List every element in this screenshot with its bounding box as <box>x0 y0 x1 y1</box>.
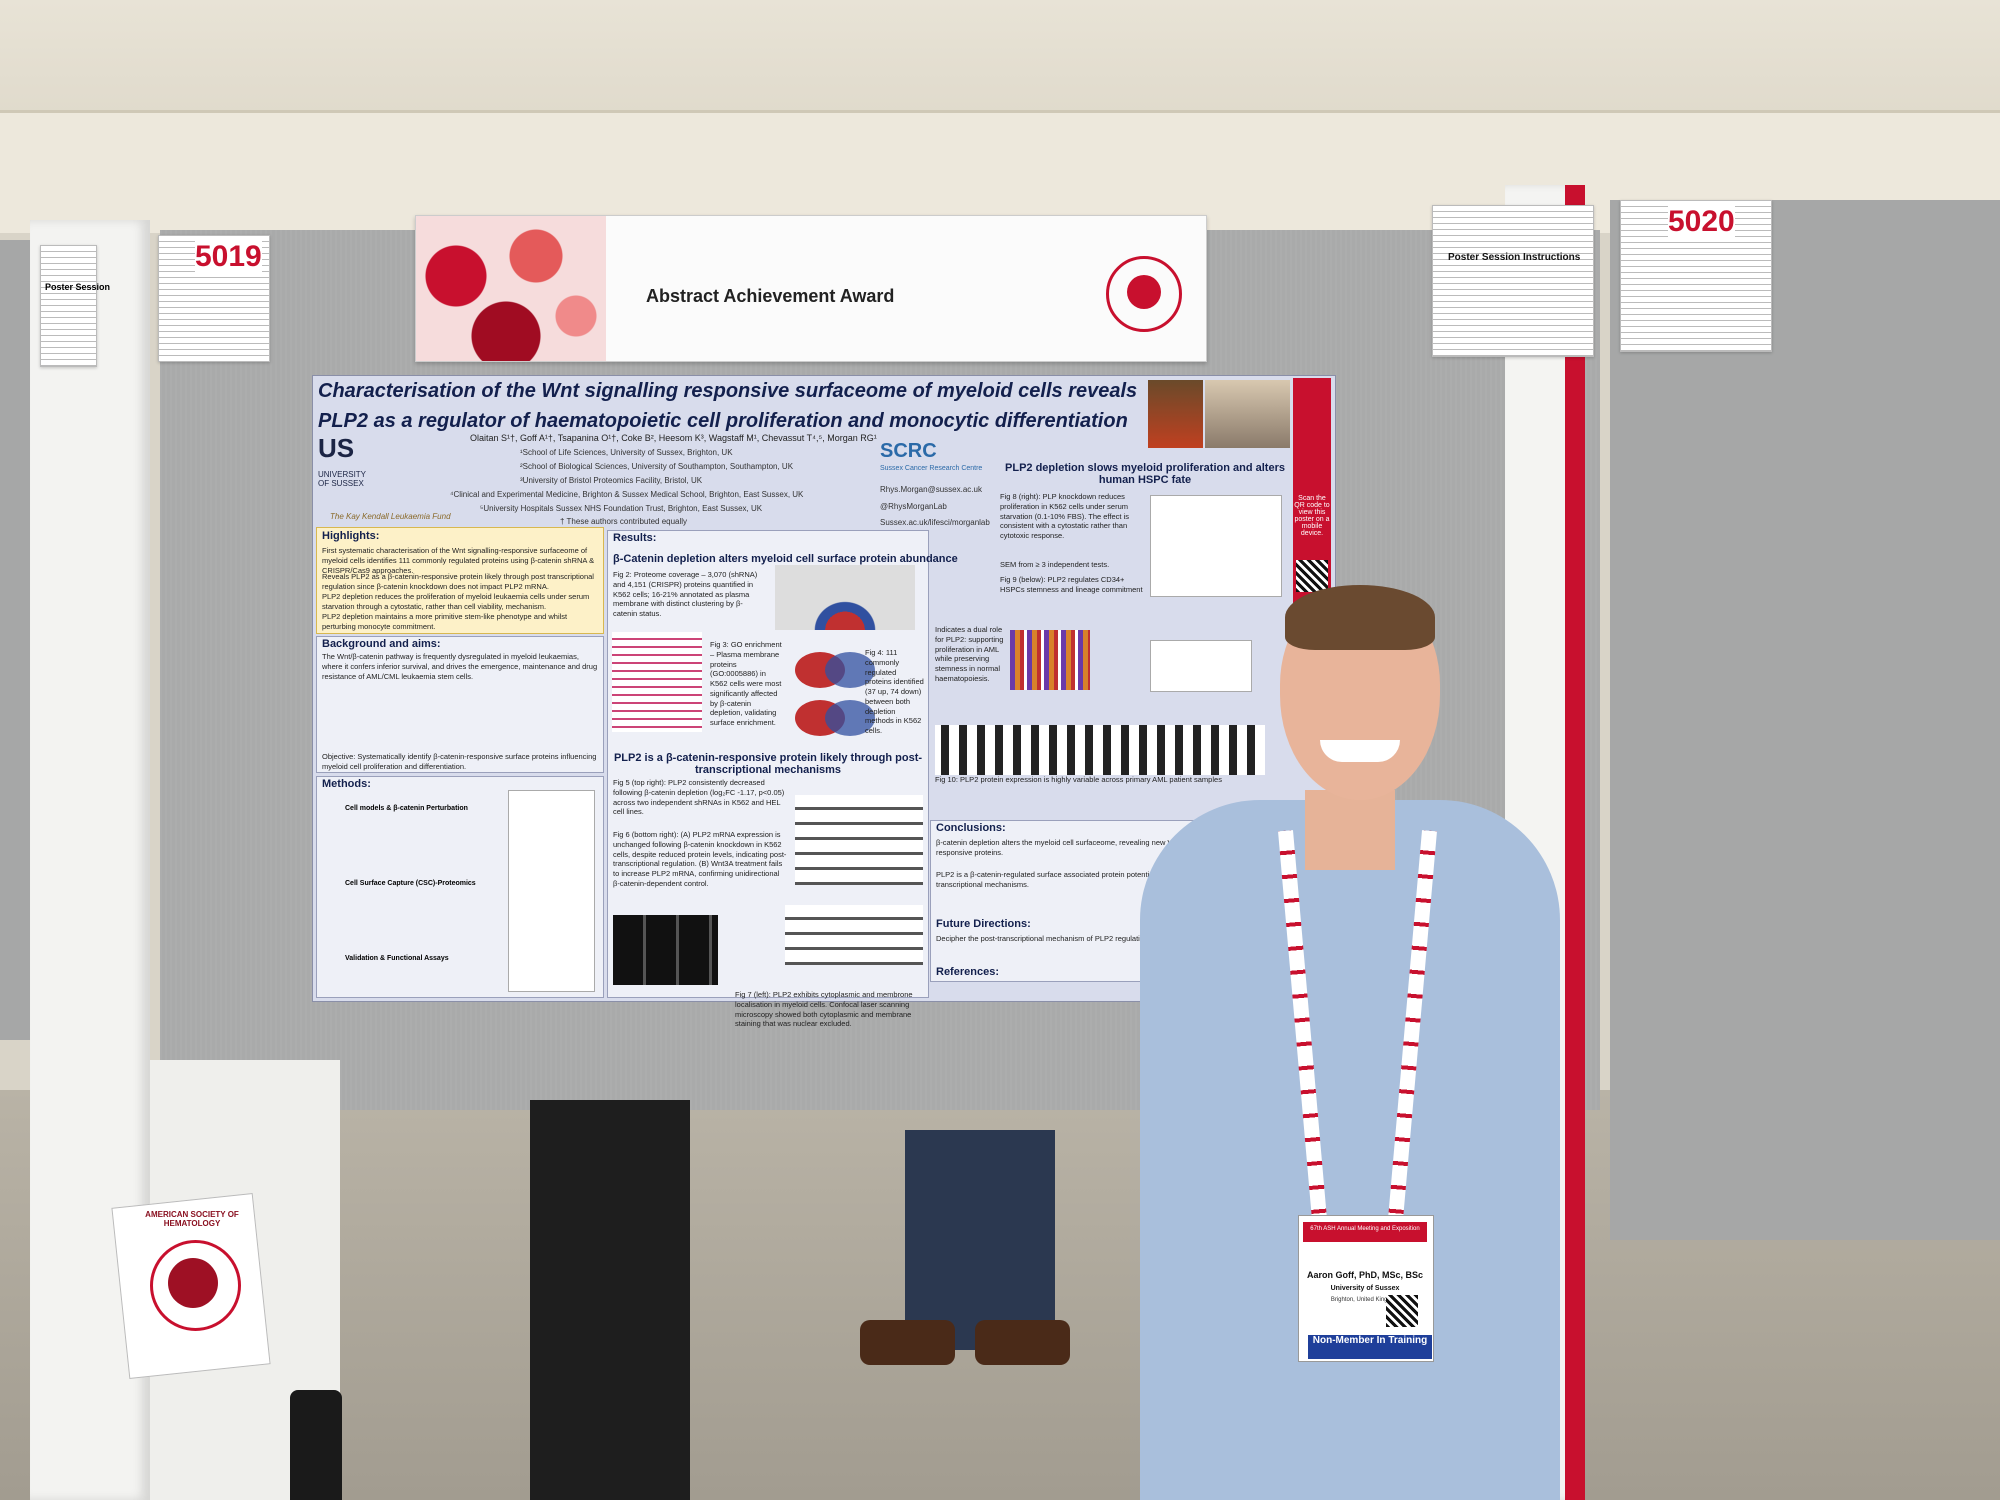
highlight-item: PLP2 depletion reduces the proliferation… <box>322 592 590 611</box>
author-photo <box>1148 380 1203 448</box>
future-item: Decipher the post-transcriptional mechan… <box>936 934 1151 943</box>
fig7-caption: Fig 7 (left): PLP2 exhibits cytoplasmic … <box>735 990 913 1029</box>
ash-logo-icon <box>1106 256 1182 332</box>
presenter-shirt <box>1140 800 1560 1500</box>
qr-instructions: Scan the QR code to view this poster on … <box>1294 495 1330 537</box>
award-banner: Abstract Achievement Award <box>415 215 1207 362</box>
board-number-5020: 5020 <box>1668 205 1735 239</box>
results-subheading: β-Catenin depletion alters myeloid cell … <box>613 553 958 565</box>
method-step: Validation & Functional Assays <box>345 955 449 962</box>
badge-status: Non-Member In Training <box>1308 1335 1432 1359</box>
fig2-caption: Fig 2: Proteome coverage – 3,070 (shRNA)… <box>613 570 758 618</box>
affiliation: ¹School of Life Sciences, University of … <box>520 448 733 457</box>
ash-sign-text: AMERICAN SOCIETY OF HEMATOLOGY <box>145 1210 239 1228</box>
venn-circle <box>825 700 875 736</box>
presenter-hair <box>1285 585 1435 650</box>
badge-header <box>1303 1222 1427 1242</box>
fig3-caption: Fig 3: GO enrichment – Plasma membrane p… <box>710 640 782 727</box>
conclusion-item: β-catenin depletion alters the myeloid c… <box>936 838 1215 857</box>
qr-code-icon <box>1296 560 1328 592</box>
conclusions-heading: Conclusions: <box>936 822 1006 834</box>
award-title: Abstract Achievement Award <box>646 286 895 306</box>
badge-location: Brighton, United Kingdom <box>1330 1297 1400 1303</box>
go-bar-figure <box>612 632 702 732</box>
contact-email: Rhys.Morgan@sussex.ac.uk <box>880 485 982 494</box>
background-person-legs <box>905 1130 1055 1350</box>
proliferation-line-plots <box>1150 495 1282 597</box>
contact-social: @RhysMorganLab <box>880 502 947 511</box>
water-bottle <box>290 1390 342 1500</box>
scrc-logo: SCRC <box>880 440 937 462</box>
future-heading: Future Directions: <box>936 918 1031 930</box>
aml-patient-blot <box>935 725 1265 775</box>
highlight-item: PLP2 depletion maintains a more primitiv… <box>322 612 568 631</box>
plp2-heading: PLP2 depletion slows myeloid proliferati… <box>1005 462 1285 486</box>
university-logo: US <box>318 433 355 463</box>
background-heading: Background and aims: <box>322 638 441 650</box>
fig6-caption: Fig 6 (bottom right): (A) PLP2 mRNA expr… <box>613 830 787 888</box>
affiliation: ⁵University Hospitals Sussex NHS Foundat… <box>480 504 763 513</box>
results-heading: Results: <box>613 532 657 544</box>
contact-web: Sussex.ac.uk/lifesci/morganlab <box>880 518 990 527</box>
ash-logo-icon <box>150 1240 241 1331</box>
university-name: UNIVERSITY OF SUSSEX <box>318 470 366 488</box>
blood-cell-art <box>416 216 606 361</box>
left-session-card <box>40 245 97 367</box>
instructions-title: Poster Session Instructions <box>1448 252 1581 263</box>
instructions-card <box>1432 205 1594 357</box>
shoe <box>860 1320 955 1365</box>
volcano-plot <box>775 565 915 630</box>
poster-board-right <box>1610 200 2000 1240</box>
badge-event: 67th ASH Annual Meeting and Exposition <box>1310 1226 1420 1232</box>
fig4-caption: Fig 4: 111 commonly regulated proteins i… <box>865 648 924 735</box>
method-step: Cell models & β-catenin Perturbation <box>345 805 468 812</box>
poster-title-line1: Characterisation of the Wnt signalling r… <box>318 380 1138 402</box>
highlight-item: Reveals PLP2 as a β-catenin-responsive p… <box>322 572 594 591</box>
venn-circle <box>825 652 875 688</box>
board-number-5019: 5019 <box>195 240 262 274</box>
stemness-dot-plot <box>1150 640 1252 692</box>
shoe <box>975 1320 1070 1365</box>
conclusion-item: PLP2 is a β-catenin-regulated surface as… <box>936 870 1224 889</box>
results-subheading: PLP2 is a β-catenin-responsive protein l… <box>613 752 923 776</box>
equal-contribution-note: † These authors contributed equally <box>560 517 688 526</box>
western-blot <box>795 795 923 885</box>
affiliation: ²School of Biological Sciences, Universi… <box>520 462 794 471</box>
ash-logo-dot <box>168 1258 218 1308</box>
methods-heading: Methods: <box>322 778 371 790</box>
presenter-smile <box>1320 740 1400 762</box>
author-photo <box>1205 380 1290 448</box>
highlights-heading: Highlights: <box>322 530 380 542</box>
background-text: The Wnt/β-catenin pathway is frequently … <box>322 652 598 681</box>
highlight-item: First systematic characterisation of the… <box>322 546 595 575</box>
fig9-caption: Fig 9 (below): PLP2 regulates CD34+ HSPC… <box>1000 575 1143 594</box>
background-box <box>316 636 604 773</box>
cd34-bar-chart <box>1010 630 1090 690</box>
sem-note: SEM from ≥ 3 independent tests. <box>1000 560 1110 569</box>
qr-code-icon <box>1386 1295 1418 1327</box>
fund-logo: The Kay Kendall Leukaemia Fund <box>330 512 451 521</box>
left-session-card-title: Poster Session <box>45 282 111 292</box>
affiliation: ⁴Clinical and Experimental Medicine, Bri… <box>450 490 804 499</box>
fig8-caption: Fig 8 (right): PLP knockdown reduces pro… <box>1000 492 1129 540</box>
fig10-caption: Fig 10: PLP2 protein expression is highl… <box>935 775 1222 784</box>
badge-organization: University of Sussex <box>1330 1285 1400 1292</box>
affiliation: ³University of Bristol Proteomics Facili… <box>520 476 703 485</box>
methods-workflow-figure <box>508 790 595 992</box>
background-objective: Objective: Systematically identify β-cat… <box>322 752 597 771</box>
red-board-stripe <box>1565 185 1585 1500</box>
background-person <box>530 1100 690 1500</box>
highlights-box <box>316 527 604 634</box>
western-blot <box>785 905 923 965</box>
microscopy-panel <box>613 915 718 985</box>
poster-authors: Olaitan S¹†, Goff A¹†, Tsapanina O¹†, Co… <box>470 433 877 443</box>
badge-name: Aaron Goff, PhD, MSc, BSc <box>1306 1270 1423 1280</box>
poster-title-line2: PLP2 as a regulator of haematopoietic ce… <box>318 410 1128 432</box>
method-step: Cell Surface Capture (CSC)-Proteomics <box>345 880 476 887</box>
dual-role-note: Indicates a dual role for PLP2: supporti… <box>935 625 1004 683</box>
fig5-caption: Fig 5 (top right): PLP2 consistently dec… <box>613 778 785 817</box>
scrc-name: Sussex Cancer Research Centre <box>880 465 983 472</box>
references-heading: References: <box>936 966 999 978</box>
presenter-neck <box>1305 790 1395 870</box>
